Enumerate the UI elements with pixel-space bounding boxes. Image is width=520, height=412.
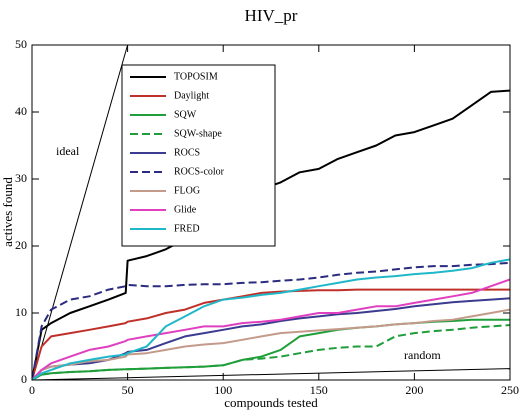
x-tick-label: 200 bbox=[405, 383, 423, 397]
legend-label: SQW bbox=[174, 109, 197, 120]
series-line bbox=[32, 258, 510, 380]
series-line bbox=[32, 261, 510, 380]
y-tick-label: 10 bbox=[15, 305, 27, 319]
reference-label: random bbox=[404, 348, 441, 362]
legend-label: Daylight bbox=[174, 90, 209, 101]
legend-label: SQW-shape bbox=[174, 128, 222, 139]
series-line bbox=[32, 324, 510, 380]
series-line bbox=[32, 288, 510, 380]
series-line bbox=[32, 297, 510, 380]
x-tick-label: 150 bbox=[310, 383, 328, 397]
x-axis-label: compounds tested bbox=[224, 395, 318, 410]
legend-label: Glide bbox=[174, 204, 197, 215]
chart-title: HIV_pr bbox=[245, 6, 298, 25]
x-tick-label: 100 bbox=[214, 383, 232, 397]
reference-label: ideal bbox=[56, 144, 80, 158]
y-tick-label: 30 bbox=[15, 171, 27, 185]
x-tick-label: 250 bbox=[501, 383, 519, 397]
x-tick-label: 50 bbox=[122, 383, 134, 397]
legend-label: FRED bbox=[174, 223, 200, 234]
legend-label: TOPOSIM bbox=[174, 71, 218, 82]
y-tick-label: 20 bbox=[15, 238, 27, 252]
y-tick-label: 40 bbox=[15, 104, 27, 118]
x-tick-label: 0 bbox=[29, 383, 35, 397]
y-axis-label: actives found bbox=[0, 177, 15, 247]
series-line bbox=[32, 278, 510, 380]
series-line bbox=[32, 308, 510, 380]
reference-line bbox=[32, 45, 129, 380]
y-tick-label: 50 bbox=[15, 37, 27, 51]
reference-line bbox=[32, 368, 510, 380]
legend-label: ROCS-color bbox=[174, 166, 225, 177]
legend-label: FLOG bbox=[174, 185, 200, 196]
y-tick-label: 0 bbox=[21, 372, 27, 386]
plot-frame bbox=[31, 44, 511, 381]
legend-label: ROCS bbox=[174, 147, 200, 158]
